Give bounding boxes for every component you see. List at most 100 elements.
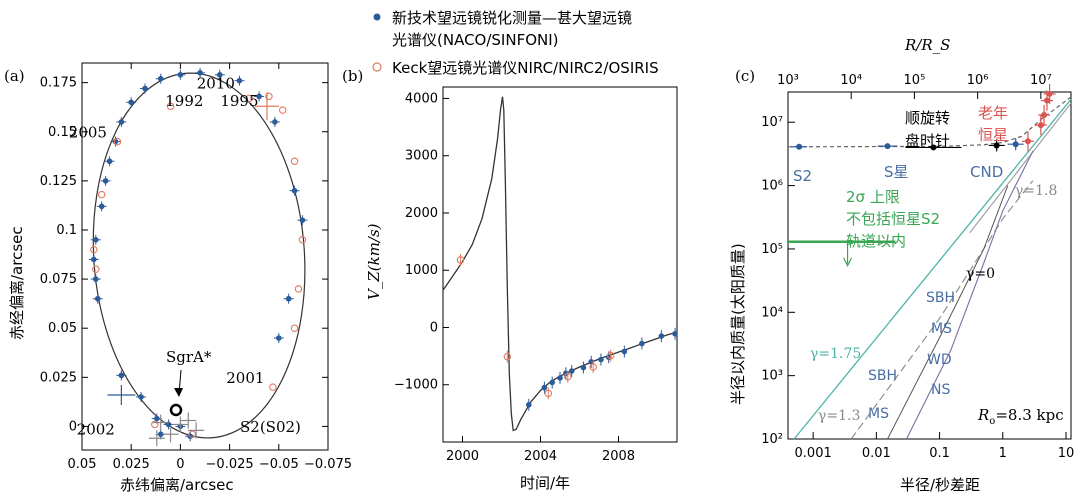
panel-a-label: (a) [4, 67, 25, 85]
vlt-point [557, 375, 563, 381]
vlt-point [118, 119, 125, 125]
panel-c-black-line [887, 185, 1009, 440]
gamma-175-label: γ=1.75 [810, 346, 861, 362]
vlt-point [256, 93, 262, 100]
panel-a-ylabel: 赤经偏离/arcsec [8, 226, 26, 340]
keck-point [290, 157, 299, 165]
panel-c-xlabel: 半径/秒差距 [900, 476, 980, 494]
gamma-13-label: γ=1.3 [818, 408, 860, 424]
panel-c-ytick-label: 10⁴ [761, 305, 783, 320]
panel-a-xtick-label: 0.05 [68, 457, 97, 472]
old-star-point [1037, 122, 1044, 129]
wd-label: WD [927, 352, 952, 368]
keck-point [245, 94, 254, 103]
s-stars-label: S星 [884, 163, 909, 181]
panel-b-xtick-label: 2004 [524, 449, 557, 464]
panel-c-label: (c) [735, 67, 755, 85]
vlt-point [588, 359, 594, 365]
panel-c-top-xlabel: R/R_S [904, 36, 950, 54]
panel-a-ytick-label: 0.05 [48, 321, 77, 336]
vlt-point [299, 217, 306, 223]
vlt-point [639, 340, 645, 347]
legend-keck-marker [372, 62, 382, 72]
cnd-point [993, 142, 1000, 149]
panel-b-ytick-label: 1000 [405, 263, 438, 278]
panel-c-top-xtick-label: 10⁵ [904, 73, 926, 88]
old-star-point [1046, 90, 1053, 97]
panel-a-ytick-label: 0.15 [48, 125, 77, 140]
vlt-point [91, 256, 97, 263]
panel-c-gamma-175-line [793, 98, 1072, 440]
s2-label: S2 [793, 167, 812, 185]
limit-label-line3: 轨道以内 [846, 232, 906, 250]
panel-c-ylabel: 半径以内质量(太阳质量) [729, 243, 747, 405]
panel-c-xtick-label: 1 [999, 446, 1007, 461]
vlt-point [276, 335, 282, 341]
panel-a-frame [81, 62, 329, 451]
panel-a-xtick-label: −0.075 [304, 457, 352, 472]
panel-c-ytick-label: 10² [761, 432, 783, 447]
panel-a-ytick-label: 0.175 [40, 76, 77, 91]
legend-vlt-label-line2: 光谱仪(NACO/SINFONI) [392, 31, 559, 49]
sbh-label-1: SBH [926, 290, 955, 306]
panel-b-frame [442, 86, 678, 443]
sgra-marker [169, 403, 183, 417]
vlt-point [216, 71, 223, 78]
vlt-point [568, 368, 575, 374]
panel-a-ytick-label: 0.075 [40, 272, 77, 287]
keck-point [188, 430, 196, 439]
vlt-point [177, 71, 184, 78]
vlt-point [672, 330, 678, 337]
keck-point [503, 352, 512, 361]
panel-c-xtick-label: 0.1 [929, 446, 950, 461]
rotation-label-line1: 顺旋转 [905, 109, 950, 127]
panel-c-upper-limit-arrowhead [843, 257, 853, 268]
vlt-point [102, 178, 109, 184]
vlt-point [106, 158, 113, 165]
legend-vlt-label-line1: 新技术望远镜锐化测量—甚大望远镜 [392, 9, 632, 27]
s2-point [796, 143, 803, 150]
vlt-point [138, 394, 144, 400]
vlt-point [621, 348, 628, 355]
keck-point [90, 245, 98, 254]
vlt-point [285, 295, 292, 302]
panel-a-year-label: 2002 [77, 420, 115, 438]
ms-label-1: MS [931, 321, 952, 337]
panel-b-ytick-label: 4000 [405, 91, 438, 106]
panel-c-top-xtick-label: 10³ [777, 73, 799, 88]
panel-c-xtick-label: 0.01 [862, 446, 891, 461]
panel-c-top-xtick-label: 10⁶ [967, 73, 989, 88]
panel-a-year-label: 1995 [220, 92, 258, 110]
panel-c-gamma-13-line [850, 180, 1034, 440]
keck-point [294, 285, 303, 293]
panel-c-xtick-label: 0.001 [795, 446, 832, 461]
panel-b-xlabel: 时间/年 [520, 474, 570, 492]
vlt-point [541, 384, 548, 391]
keck-point [290, 324, 299, 332]
panel-c-top-xtick-label: 10⁷ [1030, 73, 1052, 88]
limit-label-line1: 2σ 上限 [846, 188, 900, 206]
keck-point [278, 106, 287, 114]
vlt-point [98, 203, 105, 210]
vlt-point [598, 356, 604, 363]
panel-c-frame [787, 91, 1072, 440]
vlt-point [92, 276, 99, 282]
panel-a-ytick-label: 0.1 [56, 223, 77, 238]
ns-label: NS [931, 382, 950, 398]
keck-point [544, 389, 553, 398]
old-star-point [1041, 112, 1048, 119]
panel-c-mass-plot: 0.001 0.01 0.1 1 10 10³ 10⁴ 10⁵ 10⁶ 10⁷ 10² 10³ 10⁴ 1… [729, 36, 1074, 494]
cnd-point [1012, 141, 1019, 148]
panel-b-ylabel: V_Z(km/s) [365, 223, 383, 300]
keck-point [269, 383, 277, 391]
keck-point [298, 236, 307, 244]
panel-b-ytick-label: 0 [430, 320, 438, 335]
keck-point [589, 363, 597, 371]
keck-point [97, 190, 106, 199]
s-stars-point [884, 143, 891, 150]
panel-a-xtick-label: 0 [176, 457, 184, 472]
old-stars-label-line1: 老年 [978, 104, 1008, 122]
panel-c-ytick-label: 10⁶ [761, 179, 783, 194]
